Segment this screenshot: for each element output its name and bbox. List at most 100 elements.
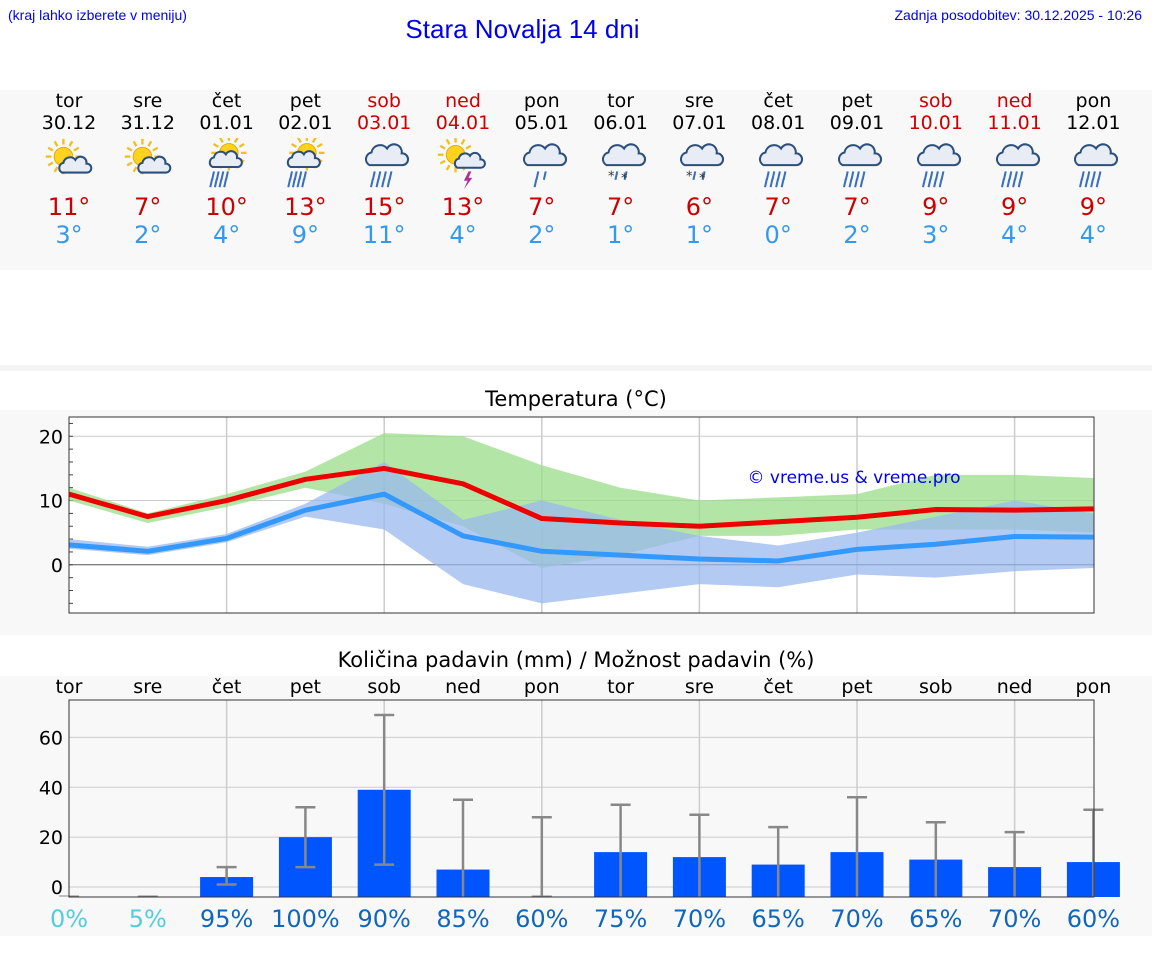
precip-chance: 60% [1067, 905, 1120, 933]
day-date: 04.01 [435, 112, 491, 134]
y-tick-label: 0 [51, 555, 63, 577]
forecast-day: sre 07.01 * * 6° 1° [659, 90, 739, 249]
day-label: sob [919, 676, 953, 698]
min-temp: 3° [55, 221, 83, 249]
svg-text:*: * [686, 170, 693, 185]
max-range-band [69, 433, 1094, 569]
y-tick-label: 0 [51, 877, 63, 899]
precipitation-chart: tor sre čet pet sob ned pon tor sre čet pet sob ned p… [39, 676, 1120, 933]
day-name: pet [841, 90, 873, 112]
max-temp: 7° [843, 193, 871, 221]
precip-bar [200, 877, 254, 897]
day-label: pet [841, 676, 872, 698]
day-label: čet [212, 676, 242, 698]
min-temp: 9° [291, 221, 320, 249]
sun-rain-icon [208, 138, 247, 188]
max-temp: 7° [764, 193, 792, 221]
precip-chance: 75% [594, 905, 647, 933]
max-temp: 13° [441, 193, 485, 221]
sun-cloud-icon [45, 138, 93, 175]
y-tick-label: 20 [39, 827, 63, 849]
max-temp: 9° [1079, 193, 1108, 221]
day-name: pon [523, 90, 560, 112]
max-temp: 13° [284, 193, 327, 221]
forecast-day: pon 12.01 9° 4° [1053, 90, 1133, 249]
forecast-day: sre 31.12 7° 2° [108, 90, 188, 249]
forecast-day: čet 01.01 10° 4° [187, 90, 267, 249]
plot-border [68, 699, 1095, 898]
day-label: tor [56, 676, 83, 698]
forecast-day: sob 10.01 9° 3° [896, 90, 976, 249]
day-label: pon [524, 676, 560, 698]
min-temp: 1° [685, 221, 714, 249]
rain-icon [1074, 143, 1119, 188]
day-date: 06.01 [593, 112, 648, 134]
min-range-band [69, 461, 1094, 604]
day-name: pon [1075, 90, 1112, 112]
max-temp: 9° [1000, 193, 1029, 221]
light-rain-icon [522, 143, 567, 188]
day-label: sre [685, 676, 714, 698]
min-temp: 0° [764, 221, 792, 249]
sleet-icon: * * [601, 143, 646, 187]
forecast-day: pet 09.01 7° 2° [817, 90, 897, 249]
forecast-day: pon 05.01 7° 2° [502, 90, 582, 249]
precip-chance: 70% [673, 905, 726, 933]
max-temp: 9° [922, 193, 950, 221]
min-temp: 4° [1079, 221, 1108, 249]
separator [0, 365, 1152, 371]
day-name: pet [289, 90, 321, 112]
min-temp: 4° [449, 221, 477, 249]
precip-chance: 95% [200, 905, 253, 933]
min-temp-line [68, 491, 1094, 564]
day-label: pon [1076, 676, 1112, 698]
y-tick-label: 60 [39, 727, 63, 749]
day-name: tor [607, 90, 635, 112]
day-name: sob [367, 90, 401, 112]
y-tick-label: 40 [39, 777, 63, 799]
svg-text:*: * [621, 172, 628, 187]
max-temp: 6° [685, 193, 714, 221]
day-date: 10.01 [908, 112, 963, 134]
max-temp: 7° [528, 193, 556, 221]
min-temp: 3° [922, 221, 950, 249]
forecast-day: tor 06.01 * * 7° 1° [581, 90, 661, 249]
day-label: tor [607, 676, 634, 698]
min-temp: 4° [212, 221, 241, 249]
y-tick-label: 20 [39, 426, 63, 448]
day-name: čet [211, 90, 242, 112]
max-temp-line [68, 465, 1094, 529]
day-name: čet [763, 90, 793, 112]
min-temp: 2° [528, 221, 556, 249]
y-tick-label: 10 [39, 491, 63, 513]
max-temp: 10° [205, 193, 248, 221]
day-label: sre [133, 676, 162, 698]
max-temp: 15° [362, 193, 406, 221]
max-temp: 7° [134, 193, 162, 221]
sleet-icon: * * [680, 143, 725, 187]
rain-icon [365, 143, 410, 188]
precip-chance: 100% [271, 905, 340, 933]
last-updated: Zadnja posodobitev: 30.12.2025 - 10:26 [894, 7, 1142, 23]
precip-chance: 65% [752, 905, 805, 933]
forecast-day: pet 02.01 13° 9° [265, 90, 345, 249]
sun-thunder-icon [437, 138, 486, 190]
max-temp: 7° [606, 193, 635, 221]
day-date: 31.12 [120, 112, 175, 134]
precip-chance: 5% [129, 905, 167, 933]
rain-icon [995, 143, 1040, 188]
forecast-day: sob 03.01 15° 11° [344, 90, 424, 249]
day-name: tor [55, 90, 83, 112]
min-temp: 4° [1000, 221, 1029, 249]
sun-cloud-icon [124, 138, 172, 175]
day-label: ned [997, 676, 1033, 698]
day-name: ned [996, 90, 1033, 112]
day-date: 02.01 [278, 112, 333, 134]
precip-chance: 70% [830, 905, 883, 933]
temperature-chart-title: Temperatura (°C) [485, 387, 667, 411]
forecast-day: tor 30.12 11° 3° [29, 90, 109, 249]
precipitation-chart-title: Količina padavin (mm) / Možnost padavin … [337, 648, 815, 672]
max-temp: 11° [47, 193, 91, 221]
rain-icon [759, 143, 804, 188]
min-temp: 2° [134, 221, 162, 249]
